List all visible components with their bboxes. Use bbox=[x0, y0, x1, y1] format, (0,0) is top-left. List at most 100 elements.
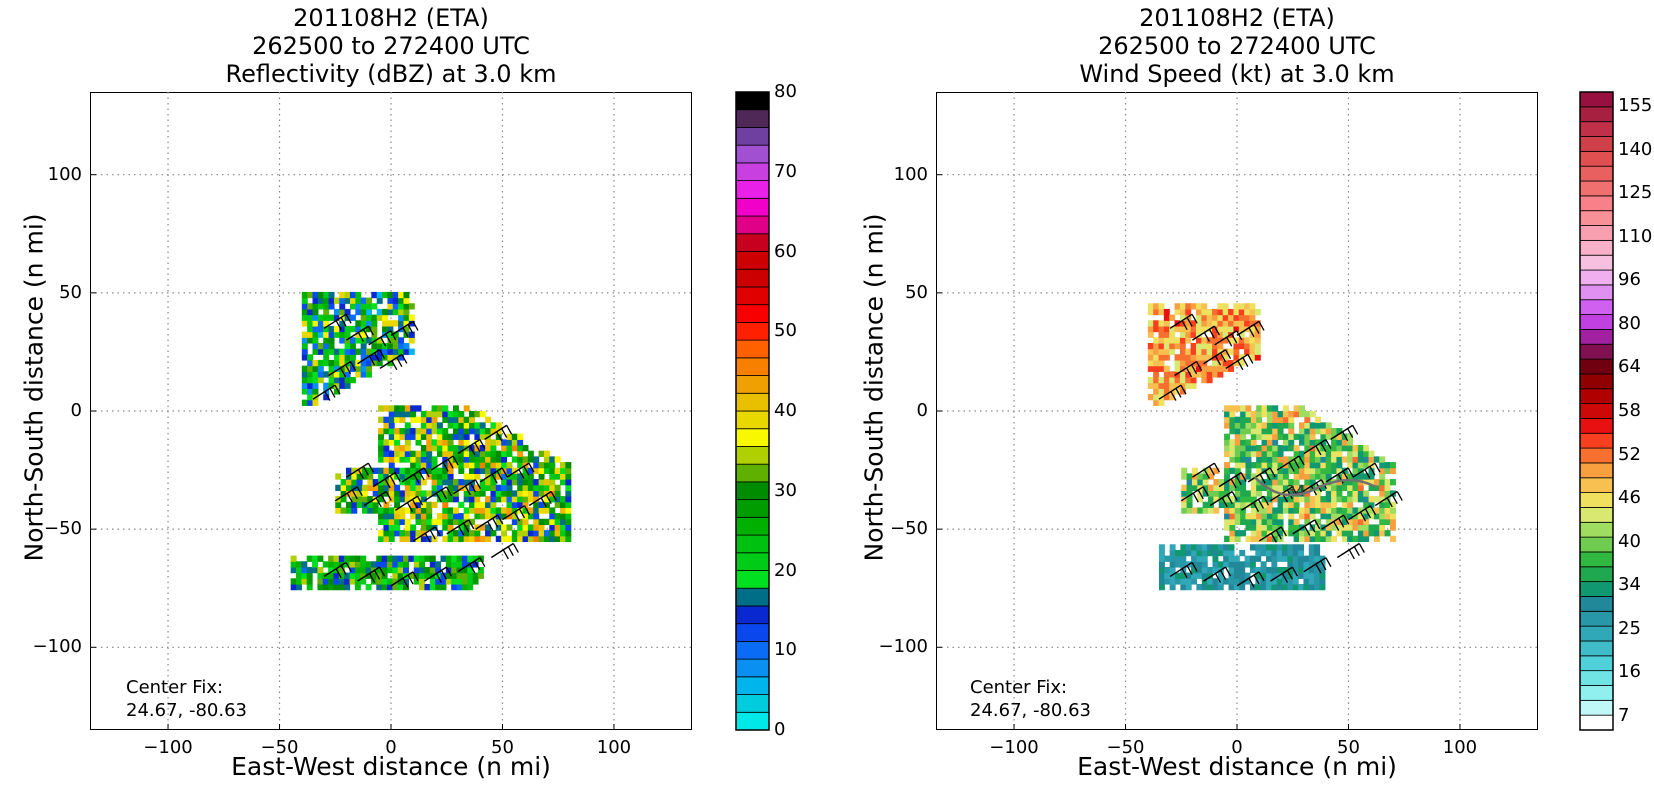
data-cell bbox=[388, 524, 395, 531]
data-cell bbox=[506, 535, 513, 543]
data-cell bbox=[415, 507, 422, 514]
barb-feather bbox=[1191, 364, 1198, 375]
data-cell bbox=[394, 411, 401, 418]
data-cell bbox=[403, 308, 410, 316]
data-cell bbox=[1309, 513, 1316, 520]
barb-feather bbox=[412, 571, 419, 582]
data-cell bbox=[1288, 513, 1295, 520]
data-cell bbox=[1309, 535, 1316, 543]
data-cell bbox=[312, 388, 319, 395]
data-cell bbox=[1357, 462, 1364, 469]
data-cell bbox=[1250, 490, 1257, 497]
colorbar-swatch bbox=[735, 304, 770, 323]
data-cell bbox=[469, 422, 475, 429]
barb-feather bbox=[1186, 317, 1193, 327]
data-cell bbox=[447, 518, 454, 526]
data-cell bbox=[312, 303, 319, 310]
data-cell bbox=[1228, 566, 1235, 574]
data-cell bbox=[349, 291, 356, 299]
data-cell bbox=[1325, 490, 1332, 497]
data-cell bbox=[461, 555, 468, 562]
data-cell bbox=[1195, 331, 1202, 338]
data-cell bbox=[1277, 445, 1284, 452]
data-cell bbox=[549, 473, 556, 480]
data-cell bbox=[1201, 561, 1208, 568]
data-cell bbox=[301, 314, 308, 321]
data-cell bbox=[1208, 467, 1214, 474]
data-cell bbox=[1179, 314, 1186, 321]
data-cell bbox=[1153, 303, 1160, 310]
barb-feather bbox=[407, 324, 414, 334]
data-cell bbox=[1320, 473, 1327, 480]
data-cell bbox=[1223, 555, 1230, 562]
data-cell bbox=[1224, 445, 1231, 452]
barb-shaft bbox=[323, 561, 347, 577]
data-cell bbox=[356, 473, 363, 480]
data-cell bbox=[323, 354, 330, 361]
data-cell bbox=[1384, 462, 1391, 469]
data-cell bbox=[1357, 513, 1364, 520]
data-cell bbox=[1298, 561, 1305, 568]
data-cell bbox=[1244, 303, 1251, 310]
barb-feather bbox=[1219, 570, 1227, 580]
colorbar-tick-label: 125 bbox=[1618, 182, 1653, 204]
barb-feather bbox=[1369, 466, 1376, 476]
data-cell bbox=[1384, 501, 1391, 509]
data-cell bbox=[1347, 445, 1354, 452]
data-cell bbox=[429, 555, 436, 562]
data-cell bbox=[340, 507, 347, 514]
data-cell bbox=[1331, 445, 1338, 452]
data-cell bbox=[436, 484, 443, 491]
data-cell bbox=[560, 501, 566, 509]
data-cell bbox=[362, 490, 368, 497]
data-cell bbox=[328, 365, 335, 372]
data-cell bbox=[290, 555, 297, 562]
data-cell bbox=[403, 583, 409, 591]
data-cell bbox=[1244, 348, 1251, 355]
data-cell bbox=[376, 308, 383, 316]
data-cell bbox=[1277, 411, 1284, 418]
data-cell bbox=[404, 450, 411, 457]
data-cell bbox=[565, 513, 572, 520]
data-cell bbox=[452, 530, 459, 537]
data-cell bbox=[485, 501, 492, 509]
data-cell bbox=[356, 496, 363, 503]
data-cell bbox=[1201, 572, 1208, 579]
data-cell bbox=[1303, 578, 1310, 585]
data-cell bbox=[360, 331, 367, 338]
data-cell bbox=[360, 320, 367, 327]
data-cell bbox=[533, 518, 540, 526]
data-cell bbox=[378, 535, 385, 543]
data-cell bbox=[1260, 561, 1267, 568]
data-cell bbox=[522, 530, 529, 537]
data-cell bbox=[538, 490, 545, 497]
x-tick-label: 50 bbox=[491, 737, 514, 758]
data-cell bbox=[1315, 496, 1321, 503]
data-cell bbox=[1222, 348, 1229, 355]
data-cell bbox=[436, 433, 443, 440]
data-cell bbox=[1320, 501, 1327, 509]
data-cell bbox=[479, 513, 486, 520]
data-cell bbox=[403, 303, 410, 310]
data-cell bbox=[1212, 561, 1219, 568]
data-cell bbox=[355, 291, 362, 299]
data-cell bbox=[1229, 405, 1236, 412]
data-cell bbox=[1169, 393, 1176, 401]
data-cell bbox=[1347, 439, 1354, 446]
barb-feather bbox=[492, 518, 499, 528]
data-cell bbox=[1196, 555, 1203, 562]
data-cell bbox=[472, 578, 479, 585]
data-cell bbox=[1222, 303, 1229, 310]
data-cell bbox=[1244, 572, 1251, 579]
data-cell bbox=[1389, 501, 1396, 509]
colorbar-swatch bbox=[1579, 91, 1614, 108]
data-cell bbox=[399, 428, 406, 435]
data-cell bbox=[360, 342, 367, 350]
data-cell bbox=[344, 348, 351, 355]
data-cell bbox=[1174, 376, 1181, 384]
data-cell bbox=[317, 555, 324, 562]
data-cell bbox=[1293, 433, 1300, 440]
data-cell bbox=[1191, 544, 1198, 551]
colorbar-swatch bbox=[1579, 388, 1614, 404]
data-cell bbox=[1357, 467, 1364, 474]
